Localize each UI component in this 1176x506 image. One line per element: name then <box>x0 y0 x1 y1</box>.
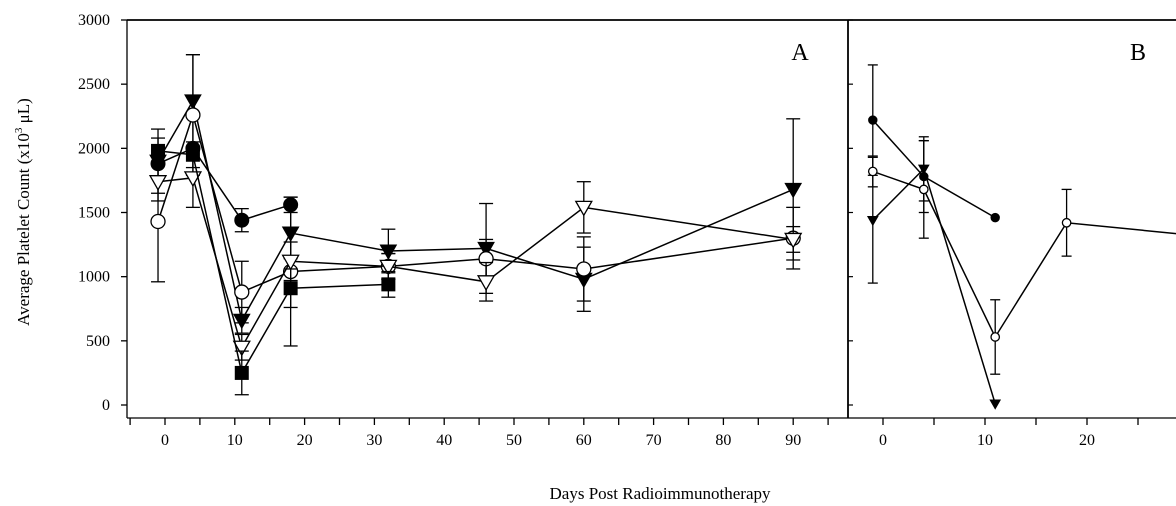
panel-a-series-3-point <box>234 284 250 300</box>
panel-a-series-4-line <box>157 177 794 350</box>
panel-b-series-3-point <box>990 332 1001 342</box>
panel-a-x-tick-label: 70 <box>646 432 662 449</box>
panel-a-x-tick-label: 50 <box>506 432 522 449</box>
panel-a-series-4-point <box>232 340 251 357</box>
y-axis-title: Average Platelet Count (x103 μL) <box>13 98 33 326</box>
panel-b-series-3-point <box>867 166 878 177</box>
y-tick-label: 2500 <box>78 76 110 93</box>
panel-a-series-2-point <box>784 182 803 199</box>
panel-a-x-tick-label: 90 <box>785 432 801 449</box>
y-tick-label: 1500 <box>78 205 110 222</box>
panel-b-series-1-point <box>868 115 878 125</box>
y-tick-label: 0 <box>102 397 110 414</box>
panel-b-series-3-line <box>872 170 1176 339</box>
panel-a-series-5-point <box>185 147 200 162</box>
panel-a-series-4-point <box>379 259 398 276</box>
panel-a-label: A <box>791 40 809 66</box>
panel-a-series-5-point <box>234 365 249 380</box>
panel-b-x-tick-label: 20 <box>1079 432 1095 449</box>
panel-a-series-4-point <box>574 200 593 217</box>
panel-a-series-4-point <box>784 232 803 249</box>
panel-a-x-tick-label: 0 <box>161 432 169 449</box>
panel-a-series-3-point <box>576 261 592 277</box>
panel-a-series-3-point <box>185 107 201 123</box>
panel-a-series-2-line <box>157 98 794 323</box>
y-tick-label: 1000 <box>78 269 110 286</box>
panel-a-series-3-point <box>150 213 166 230</box>
panel-a-x-tick-label: 40 <box>436 432 452 449</box>
panel-b-series-2-point <box>866 215 879 227</box>
panel-a-series-5-point <box>381 277 396 292</box>
data-layer <box>148 54 1176 410</box>
panel-a-series-3-line <box>157 112 794 294</box>
panel-a-series-4-point <box>281 254 300 271</box>
panel-a-series-4-point <box>148 175 168 192</box>
panel-a-x-tick-label: 20 <box>297 432 313 449</box>
y-axis-title-superscript: 3 <box>13 127 25 133</box>
panel-b-series-3-point <box>1061 217 1072 228</box>
panel-a-series-4-point <box>476 275 496 292</box>
panel-b-x-tick-label: 0 <box>879 432 887 449</box>
y-tick-label: 3000 <box>78 12 110 29</box>
panel-a-x-tick-label: 10 <box>227 432 243 449</box>
panel-b-series-1-point <box>990 212 1000 223</box>
panel-a-x-tick-label: 30 <box>366 432 382 449</box>
panel-b-series-2-line <box>872 167 996 404</box>
y-tick-label: 2000 <box>78 140 110 157</box>
panel-a-series-2-point <box>379 244 398 261</box>
x-axis-title: Days Post Radioimmunotherapy <box>550 484 771 503</box>
axes-layer: 0 500 1000 1500 2000 2500 3000 0 10 20 30 40 50 60 70 8… <box>78 12 1176 449</box>
panel-b-label: B <box>1130 40 1146 66</box>
panel-b-x-tick-label: 10 <box>977 432 993 449</box>
y-tick-label: 500 <box>86 333 110 350</box>
panel-b-series-3-point <box>918 184 929 195</box>
panel-a-series-1-point <box>234 212 250 228</box>
panel-a-x-tick-label: 60 <box>576 432 592 449</box>
panel-a-series-1-line <box>157 147 291 222</box>
panel-b-series-2-point <box>989 399 1002 410</box>
panel-a-x-tick-label: 80 <box>715 432 731 449</box>
panel-a-series-5-point <box>283 281 298 296</box>
panel-a-series-5-point <box>151 143 166 158</box>
